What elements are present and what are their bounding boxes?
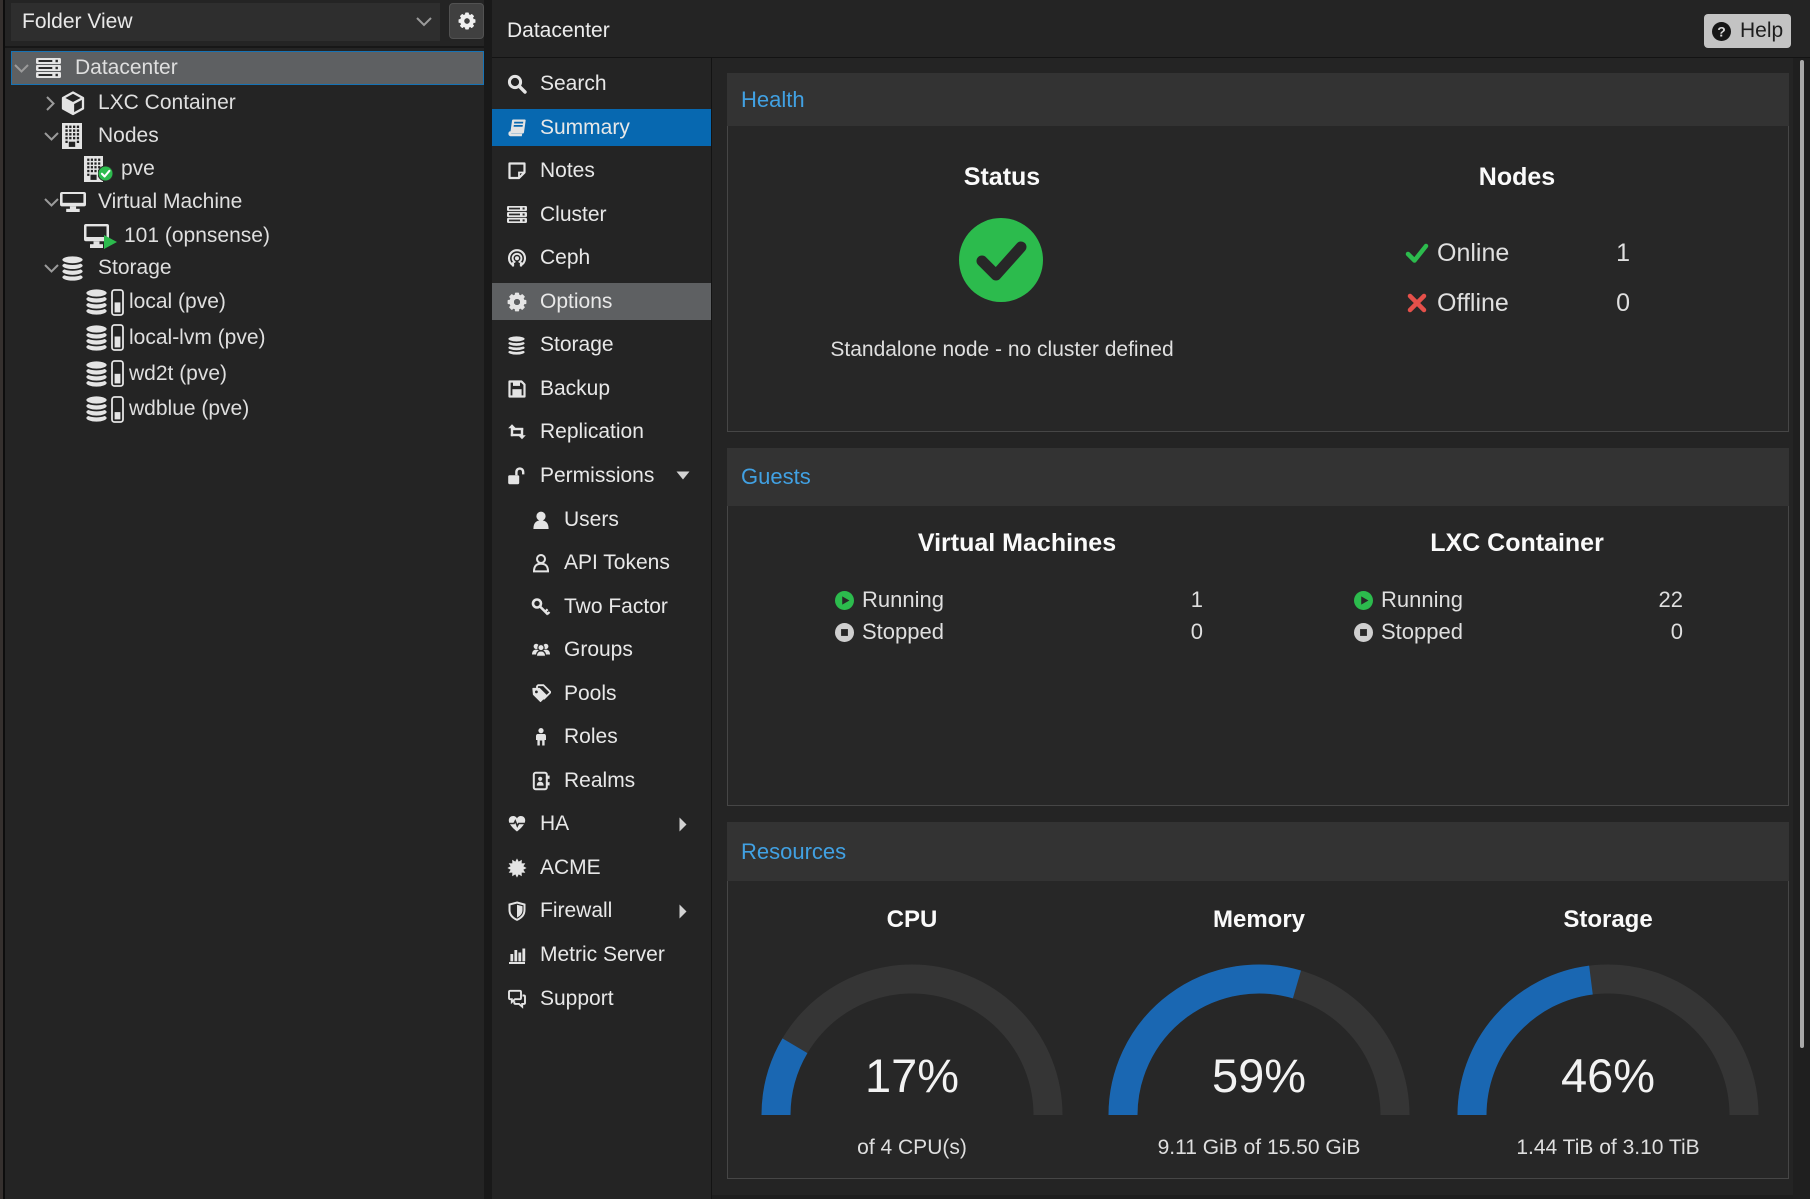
svg-text:?: ? (1717, 23, 1726, 39)
